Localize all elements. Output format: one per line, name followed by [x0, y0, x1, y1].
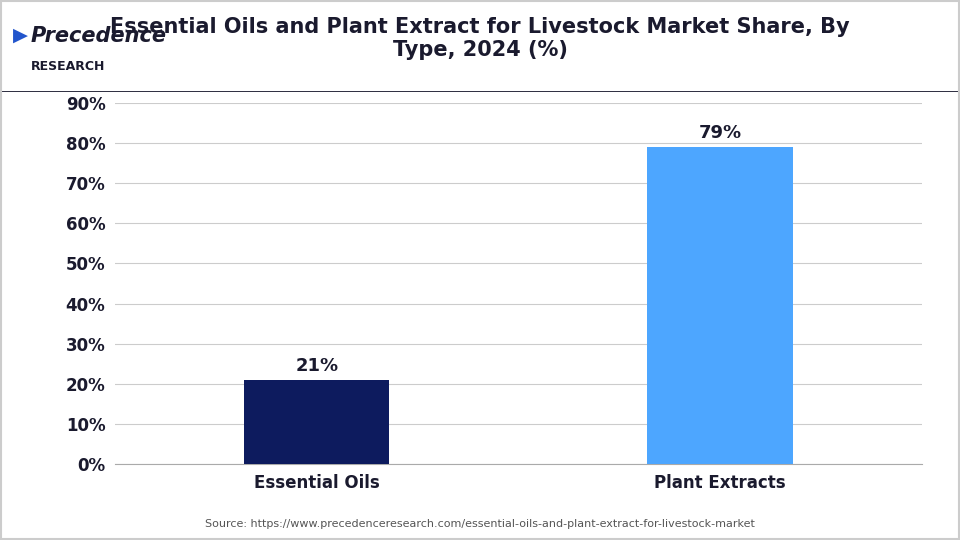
Text: Source: https://www.precedenceresearch.com/essential-oils-and-plant-extract-for-: Source: https://www.precedenceresearch.c… [205, 519, 755, 529]
Text: 21%: 21% [296, 357, 338, 375]
Bar [244, 380, 390, 464]
Text: Precedence: Precedence [31, 26, 167, 46]
Text: RESEARCH: RESEARCH [31, 60, 105, 73]
Text: ▶: ▶ [12, 26, 28, 45]
Text: 79%: 79% [699, 124, 741, 142]
Text: Essential Oils and Plant Extract for Livestock Market Share, By
Type, 2024 (%): Essential Oils and Plant Extract for Liv… [110, 17, 850, 60]
Bar [647, 147, 793, 464]
